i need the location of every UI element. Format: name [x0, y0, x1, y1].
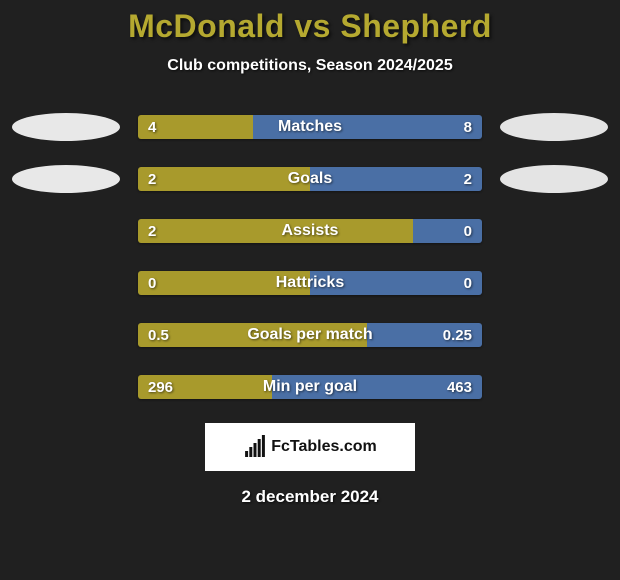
stat-bar: Assists2 0 — [138, 219, 482, 243]
team-badge-left — [12, 165, 120, 193]
stat-value-left: 0.5 — [138, 323, 179, 347]
stat-bar: Goals per match0.5 0.25 — [138, 323, 482, 347]
stat-row: Goals2 2 — [0, 165, 620, 193]
team-badge-right — [500, 165, 608, 193]
stat-label: Hattricks — [138, 271, 482, 295]
stat-row: Hattricks0 0 — [0, 269, 620, 297]
stat-value-left: 2 — [138, 219, 166, 243]
stat-row: Goals per match0.5 0.25 — [0, 321, 620, 349]
stat-value-right: 0.25 — [433, 323, 482, 347]
stat-value-right: 0 — [454, 219, 482, 243]
stat-value-left: 2 — [138, 167, 166, 191]
stat-value-right: 8 — [454, 115, 482, 139]
stat-value-left: 0 — [138, 271, 166, 295]
stat-label: Matches — [138, 115, 482, 139]
stat-value-right: 2 — [454, 167, 482, 191]
stat-label: Goals per match — [138, 323, 482, 347]
stat-bar: Goals2 2 — [138, 167, 482, 191]
date-text: 2 december 2024 — [0, 487, 620, 507]
stat-row: Assists2 0 — [0, 217, 620, 245]
stat-label: Goals — [138, 167, 482, 191]
brand-logo-icon — [243, 435, 267, 459]
stat-label: Assists — [138, 219, 482, 243]
brand-text: FcTables.com — [271, 438, 377, 456]
page-title: McDonald vs Shepherd — [0, 8, 620, 45]
stat-value-right: 0 — [454, 271, 482, 295]
stat-value-left: 4 — [138, 115, 166, 139]
stat-rows: Matches48Goals22Assists20Hattricks00Goal… — [0, 113, 620, 401]
stat-row: Matches4 8 — [0, 113, 620, 141]
stat-label: Min per goal — [138, 375, 482, 399]
stat-bar: Hattricks0 0 — [138, 271, 482, 295]
team-badge-left — [12, 113, 120, 141]
footer-brand-box: FcTables.com — [205, 423, 415, 471]
stat-row: Min per goal296 463 — [0, 373, 620, 401]
stat-value-right: 463 — [437, 375, 482, 399]
stat-bar: Matches4 8 — [138, 115, 482, 139]
team-badge-right — [500, 113, 608, 141]
subtitle: Club competitions, Season 2024/2025 — [0, 57, 620, 75]
stat-bar: Min per goal296 463 — [138, 375, 482, 399]
comparison-infographic: McDonald vs Shepherd Club competitions, … — [0, 0, 620, 507]
stat-value-left: 296 — [138, 375, 183, 399]
